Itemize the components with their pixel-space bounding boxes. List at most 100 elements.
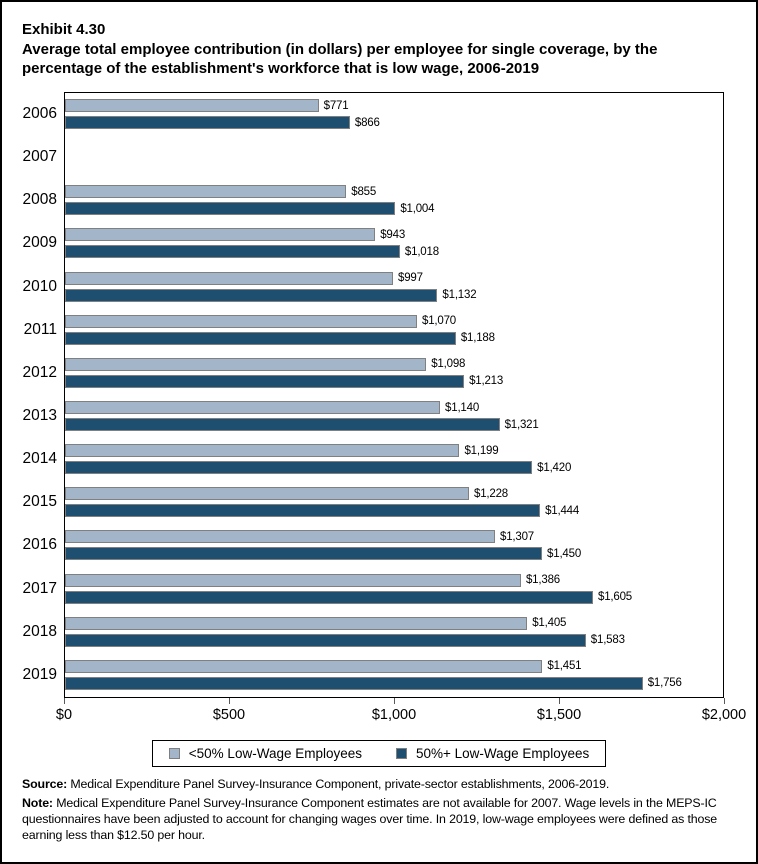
bar-group: $771 $866 (65, 99, 723, 130)
bar-line: $1,199 (65, 444, 723, 458)
year-row: 2009 $943 $1,018 (23, 222, 723, 265)
legend-swatch-series-1 (396, 747, 407, 759)
bar-series-0 (65, 616, 528, 630)
bar-series-0 (65, 228, 376, 242)
chart-title: Average total employee contribution (in … (22, 40, 658, 78)
note-line: Note: Medical Expenditure Panel Survey-I… (22, 795, 738, 843)
bar-series-0 (65, 401, 441, 415)
legend-item-series-0: <50% Low-Wage Employees (168, 746, 362, 761)
year-row: 2011 $1,070 $1,188 (24, 308, 723, 351)
bar-line: $1,132 (65, 288, 723, 302)
y-axis-year-label: 2013 (22, 407, 57, 425)
bar-group: $1,307 $1,450 (65, 530, 723, 561)
x-axis-tick (559, 697, 560, 704)
bar-group: $1,228 $1,444 (65, 487, 723, 518)
y-axis-year-label: 2016 (22, 536, 57, 554)
note-text: Medical Expenditure Panel Survey-Insuran… (22, 795, 717, 842)
bar-value-label: $1,450 (547, 547, 582, 560)
bar-line: $1,583 (65, 633, 723, 647)
x-axis-tick (64, 697, 65, 704)
bar-line: $1,307 (65, 530, 723, 544)
year-row: 2016 $1,307 $1,450 (23, 524, 723, 567)
x-axis-tick (229, 697, 230, 704)
year-row: 2007 (23, 136, 723, 179)
year-row: 2012 $1,098 $1,213 (23, 351, 723, 394)
bar-series-1 (65, 245, 400, 259)
source-text: Medical Expenditure Panel Survey-Insuran… (70, 776, 610, 791)
legend-label-series-1: 50%+ Low-Wage Employees (416, 745, 590, 761)
bar-value-label: $1,004 (400, 202, 435, 215)
bar-value-label: $1,140 (445, 401, 480, 414)
bar-series-0 (65, 185, 347, 199)
bar-value-label: $1,451 (547, 660, 582, 673)
title-block: Exhibit 4.30 Average total employee cont… (2, 2, 756, 79)
bar-group (65, 142, 723, 172)
bar-series-1 (65, 590, 594, 604)
bar-line: $943 (65, 228, 723, 242)
bar-series-1 (65, 547, 543, 561)
year-row: 2006 $771 $866 (23, 93, 723, 136)
note-label: Note: (22, 795, 53, 810)
bar-line: $997 (65, 271, 723, 285)
y-axis-year-label: 2015 (22, 493, 57, 511)
bar-value-label: $1,420 (537, 461, 572, 474)
bar-series-1 (65, 116, 350, 130)
year-row: 2008 $855 $1,004 (23, 179, 723, 222)
y-axis-year-label: 2014 (22, 450, 57, 468)
x-axis-tick-label: $0 (55, 706, 73, 723)
bar-value-label: $866 (354, 116, 380, 129)
bar-line: $855 (65, 185, 723, 199)
bar-value-label: $1,018 (404, 245, 439, 258)
plot-area: 2006 $771 $866 2007 2008 $855 $1,004 2009 $943 $1… (23, 91, 724, 698)
bar-value-label: $1,386 (525, 574, 560, 587)
bar-series-0 (65, 99, 319, 113)
bar-line: $1,386 (65, 573, 723, 587)
bar-value-label: $1,132 (442, 289, 477, 302)
bar-value-label: $943 (380, 228, 406, 241)
bar-value-label: $1,098 (431, 358, 466, 371)
bar-value-label: $997 (398, 272, 423, 285)
bar-value-label: $771 (323, 99, 349, 112)
footnotes: Source: Medical Expenditure Panel Survey… (2, 767, 756, 844)
y-axis-year-label: 2018 (22, 622, 57, 640)
y-axis-year-label: 2007 (22, 148, 57, 166)
bar-group: $1,199 $1,420 (65, 444, 723, 475)
y-axis-year-label: 2008 (22, 191, 57, 209)
bar-group: $1,070 $1,188 (65, 314, 723, 345)
year-row: 2010 $997 $1,132 (23, 265, 723, 308)
bar-group: $1,386 $1,605 (65, 573, 723, 604)
bar-line: $1,451 (65, 659, 723, 673)
bar-value-label: $1,228 (474, 487, 508, 500)
bar-line (65, 142, 723, 155)
y-axis-year-label: 2011 (23, 320, 57, 338)
bar-value-label: $1,605 (598, 591, 633, 604)
bar-line: $1,605 (65, 590, 723, 604)
x-axis-tick-label: $500 (212, 706, 246, 723)
bar-series-1 (65, 504, 541, 518)
y-axis-year-label: 2019 (22, 665, 57, 683)
bar-group: $1,140 $1,321 (65, 401, 723, 432)
x-axis-tick-label: $2,000 (701, 706, 747, 723)
bar-series-1 (65, 202, 396, 216)
bar-group: $943 $1,018 (65, 228, 723, 259)
bar-value-label: $1,756 (647, 677, 682, 690)
bar-line: $866 (65, 116, 723, 130)
bar-value-label: $1,444 (545, 504, 580, 517)
exhibit-number: Exhibit 4.30 (22, 21, 106, 38)
year-row: 2014 $1,199 $1,420 (23, 438, 723, 481)
legend-swatch-series-0 (168, 747, 180, 759)
bar-value-label: $1,583 (590, 634, 625, 647)
x-axis-tick-label: $1,000 (371, 706, 417, 723)
bar-chart: 2006 $771 $866 2007 2008 $855 $1,004 2009 $943 $1… (2, 91, 756, 738)
bar-value-label: $1,213 (469, 375, 504, 388)
bar-line (65, 159, 723, 172)
bar-value-label: $1,321 (504, 418, 539, 431)
y-axis-year-label: 2012 (22, 363, 57, 381)
bar-line: $1,004 (65, 202, 723, 216)
bar-value-label: $1,188 (460, 332, 495, 345)
bar-line: $1,018 (65, 245, 723, 259)
bar-group: $1,451 $1,756 (65, 659, 723, 690)
bar-line: $1,213 (65, 374, 723, 388)
bar-group: $855 $1,004 (65, 185, 723, 216)
